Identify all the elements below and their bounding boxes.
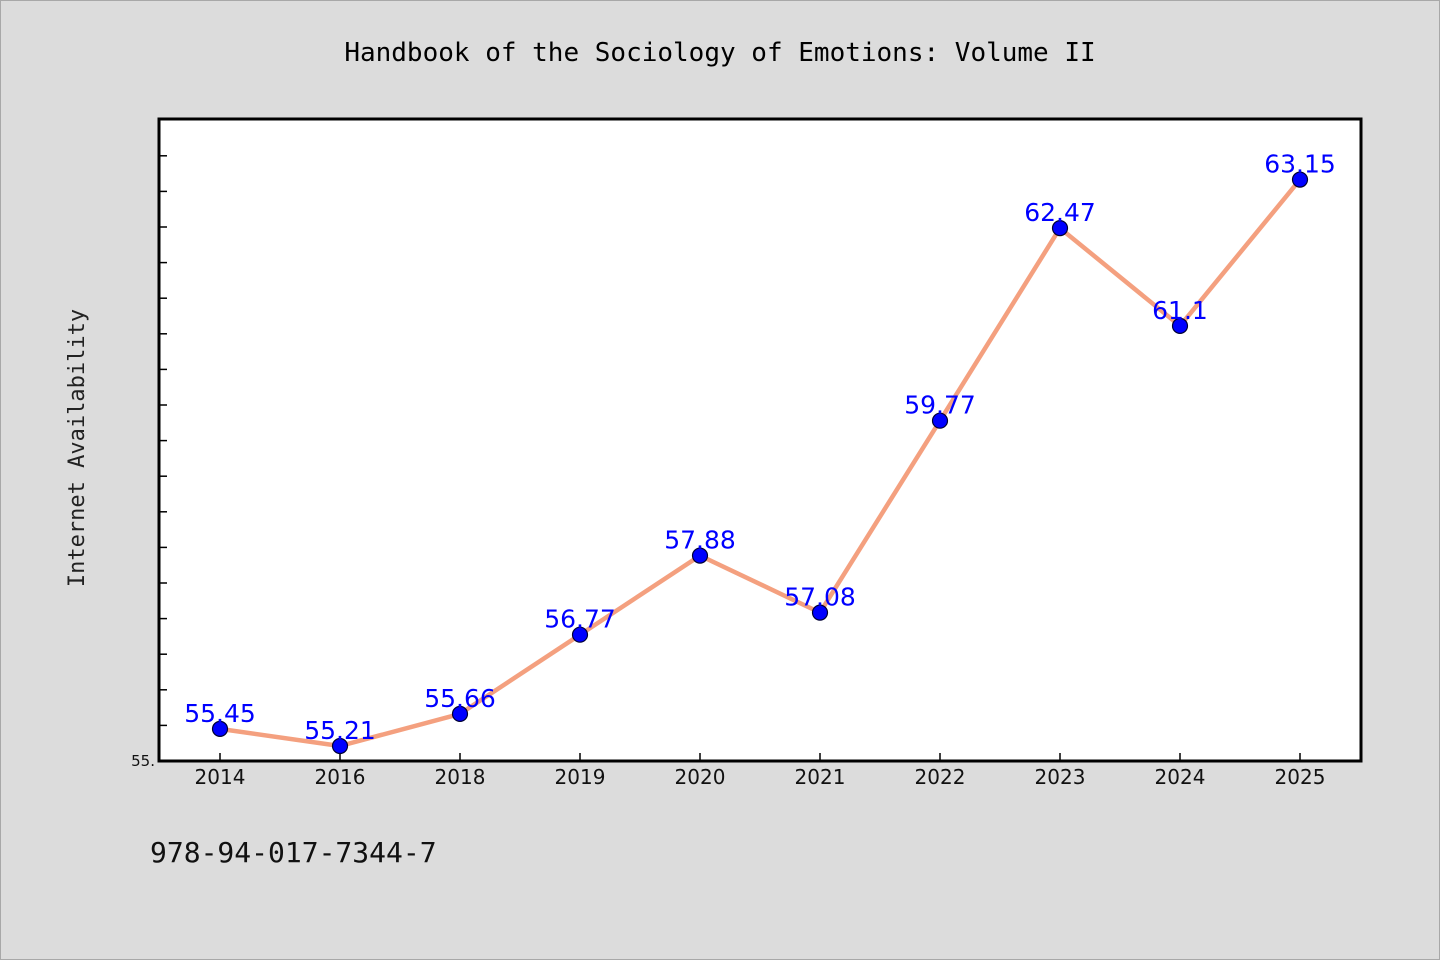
x-tick-label: 2023	[1035, 765, 1086, 789]
x-tick-label: 2016	[315, 765, 366, 789]
data-point-marker	[691, 547, 709, 564]
x-tick-label: 2024	[1155, 765, 1206, 789]
series-line-group	[217, 177, 1303, 749]
chart-title: Handbook of the Sociology of Emotions: V…	[344, 38, 1095, 68]
data-point-marker	[811, 604, 829, 621]
isbn-text: 978-94-017-7344-7	[150, 836, 437, 869]
data-label: 56.77	[544, 605, 616, 634]
data-label: 63.15	[1264, 150, 1336, 179]
x-tick-label: 2022	[915, 765, 966, 789]
series-line	[217, 177, 1303, 749]
data-label: 62.47	[1024, 198, 1096, 227]
x-tick-label: 2014	[195, 765, 246, 789]
data-label-group: 55.45 55.21 55.66 56.77 57.88 57.08 59.77 62.47…	[184, 150, 1336, 745]
data-label: 59.77	[904, 391, 976, 420]
data-label: 55.45	[184, 699, 256, 728]
data-label: 57.08	[784, 583, 856, 612]
data-point-marker	[1171, 317, 1189, 334]
marker-group	[211, 171, 1309, 755]
y-tick-label: 55.	[131, 752, 155, 770]
y-axis-label: Internet Availability	[65, 309, 90, 587]
data-label: 57.88	[664, 526, 736, 555]
data-point-marker	[571, 626, 589, 643]
plot-border	[157, 117, 1363, 763]
x-tick-label: 2019	[555, 765, 606, 789]
x-axis-ticks: 2014 2016 2018 2019 2020 2021 2022 2023 2024 2025	[195, 753, 1326, 789]
data-point-marker	[451, 705, 469, 723]
data-point-marker	[331, 737, 349, 755]
x-tick-label: 2021	[795, 765, 846, 789]
data-label: 61.1	[1152, 296, 1208, 325]
data-point-marker	[1291, 171, 1309, 188]
x-tick-label: 2025	[1275, 765, 1326, 789]
plot-area	[159, 119, 1361, 761]
x-tick-label: 2018	[435, 765, 486, 789]
data-label: 55.21	[304, 716, 376, 745]
x-tick-label: 2020	[675, 765, 726, 789]
data-point-marker	[211, 720, 229, 738]
data-point-marker	[931, 412, 949, 429]
data-label: 55.66	[424, 684, 496, 713]
data-point-marker	[1051, 220, 1069, 237]
